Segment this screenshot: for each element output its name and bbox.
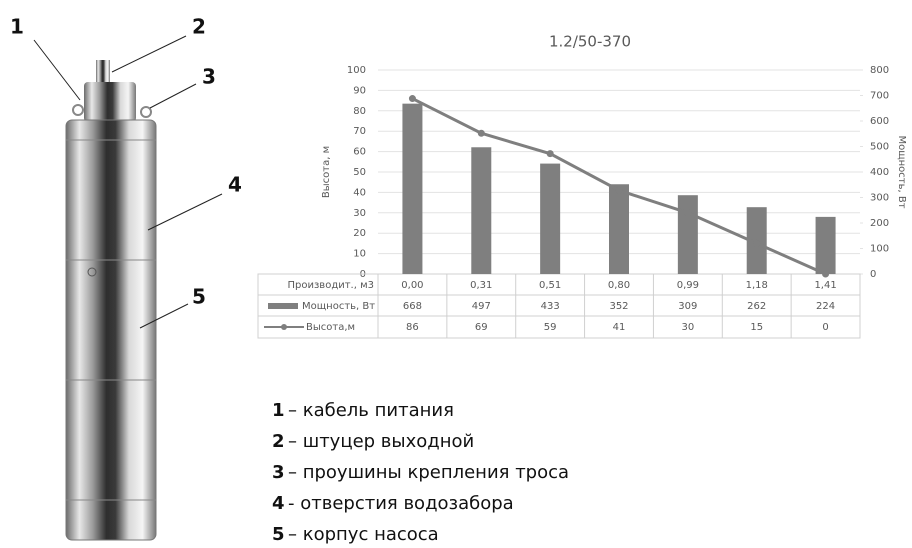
callout-number: 4 bbox=[228, 173, 242, 197]
legend-label: Мощность, Вт bbox=[302, 301, 375, 312]
legend-number: 3 bbox=[272, 462, 285, 483]
line-marker bbox=[546, 150, 554, 158]
x-tick-label: 0,00 bbox=[401, 280, 423, 291]
legend-number: 2 bbox=[272, 431, 285, 452]
table-cell: 497 bbox=[472, 301, 491, 312]
y2-axis-label: Мощность, Вт bbox=[896, 135, 907, 208]
callout-number: 3 bbox=[202, 65, 216, 89]
line-marker bbox=[615, 186, 623, 194]
line-marker bbox=[753, 239, 761, 247]
x-tick-label: 0,31 bbox=[470, 280, 492, 291]
bar bbox=[609, 184, 629, 274]
y2-tick-label: 700 bbox=[870, 91, 889, 102]
table-cell: 59 bbox=[544, 322, 557, 333]
callout-number: 1 bbox=[10, 15, 24, 39]
callout-number: 5 bbox=[192, 285, 206, 309]
line-marker bbox=[822, 270, 830, 278]
table-cell: 86 bbox=[406, 322, 419, 333]
chart-title: 1.2/50-370 bbox=[549, 33, 631, 51]
line-marker bbox=[408, 95, 416, 103]
y2-tick-label: 400 bbox=[870, 167, 889, 178]
bar bbox=[402, 103, 423, 274]
table-cell: 0 bbox=[822, 322, 828, 333]
bar bbox=[815, 216, 836, 274]
y2-tick-label: 0 bbox=[870, 269, 876, 280]
y-tick-label: 50 bbox=[353, 167, 366, 178]
legend-label: Высота,м bbox=[306, 322, 355, 333]
legend-text: – кабель питания bbox=[288, 400, 454, 421]
table-cell: 433 bbox=[541, 301, 560, 312]
y-tick-label: 70 bbox=[353, 126, 366, 137]
x-tick-label: 1,41 bbox=[814, 280, 836, 291]
legend-number: 5 bbox=[272, 524, 285, 545]
x-tick-label: 1,18 bbox=[746, 280, 768, 291]
legend-text: – штуцер выходной bbox=[288, 431, 474, 452]
table-cell: 309 bbox=[678, 301, 697, 312]
table-cell: 41 bbox=[613, 322, 626, 333]
y-tick-label: 20 bbox=[353, 228, 366, 239]
legend-text: - отверстия водозабора bbox=[288, 493, 514, 514]
table-cell: 352 bbox=[609, 301, 628, 312]
legend-number: 1 bbox=[272, 400, 285, 421]
table-cell: 668 bbox=[403, 301, 422, 312]
y-tick-label: 100 bbox=[347, 65, 366, 76]
line-marker bbox=[684, 209, 692, 217]
y-tick-label: 10 bbox=[353, 249, 366, 260]
legend-text: – корпус насоса bbox=[288, 524, 439, 545]
pump-image bbox=[65, 60, 157, 541]
y-tick-label: 30 bbox=[353, 208, 366, 219]
callout-lines bbox=[33, 35, 223, 329]
y2-tick-label: 200 bbox=[870, 218, 889, 229]
bar bbox=[677, 195, 698, 274]
legend-symbol bbox=[281, 324, 287, 330]
line-marker bbox=[477, 129, 485, 137]
y-tick-label: 90 bbox=[353, 85, 366, 96]
legend-text: – проушины крепления троса bbox=[288, 462, 569, 483]
x-tick-label: 0,51 bbox=[539, 280, 561, 291]
y-tick-label: 40 bbox=[353, 187, 366, 198]
y-tick-label: 60 bbox=[353, 147, 366, 158]
table-cell: 224 bbox=[816, 301, 835, 312]
table-cell: 15 bbox=[750, 322, 763, 333]
bar bbox=[471, 147, 492, 274]
y2-tick-label: 600 bbox=[870, 116, 889, 127]
legend-number: 4 bbox=[272, 493, 285, 514]
table-cell: 262 bbox=[747, 301, 766, 312]
callout-number: 2 bbox=[192, 15, 206, 39]
y2-tick-label: 300 bbox=[870, 193, 889, 204]
table-cell: 69 bbox=[475, 322, 488, 333]
table-header: Производит., м3 bbox=[288, 280, 375, 291]
y2-tick-label: 800 bbox=[870, 65, 889, 76]
y-axis-label: Высота, м bbox=[321, 146, 332, 198]
x-tick-label: 0,99 bbox=[677, 280, 699, 291]
legend-symbol bbox=[268, 303, 298, 309]
y-tick-label: 80 bbox=[353, 106, 366, 117]
y2-tick-label: 100 bbox=[870, 244, 889, 255]
x-tick-label: 0,80 bbox=[608, 280, 630, 291]
table-cell: 30 bbox=[681, 322, 694, 333]
y2-tick-label: 500 bbox=[870, 142, 889, 153]
bar bbox=[540, 163, 561, 274]
